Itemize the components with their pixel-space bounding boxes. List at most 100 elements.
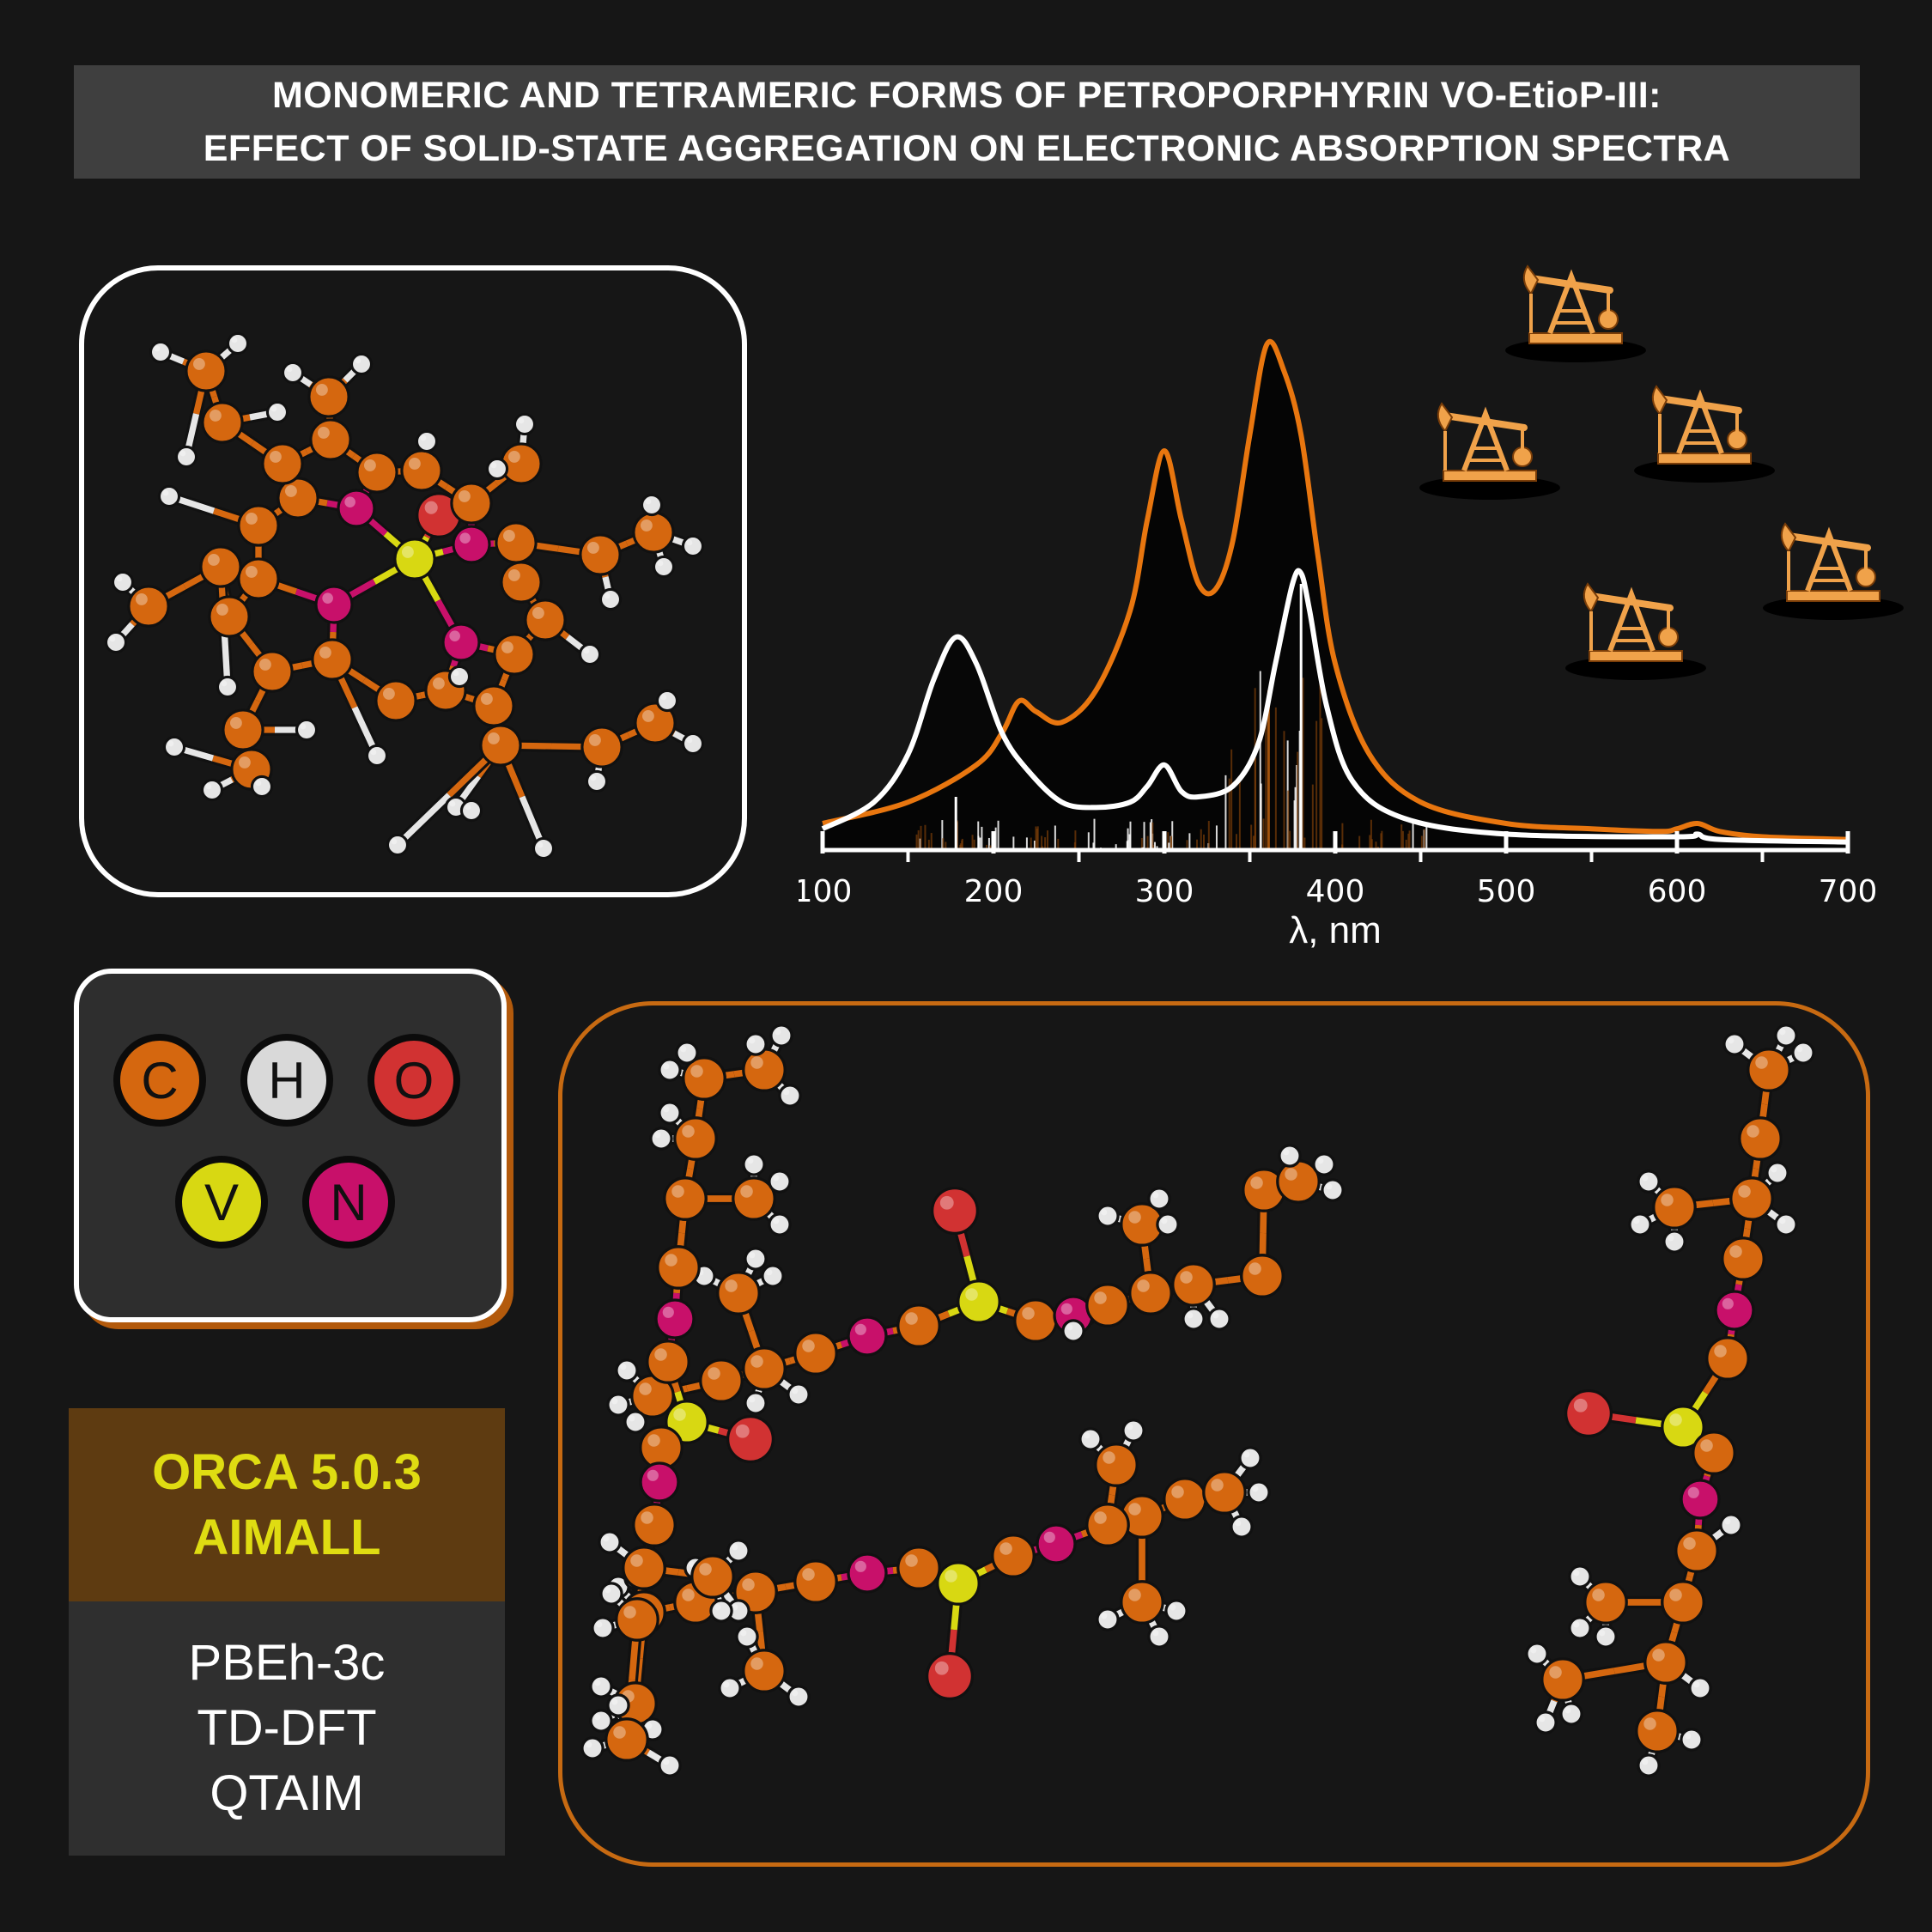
atom-c [742, 1346, 787, 1391]
atom-n [441, 623, 481, 662]
tetramer-panel [558, 1001, 1870, 1867]
atom-c [127, 585, 170, 628]
legend-symbol: O [393, 1051, 434, 1109]
atom-c [656, 1245, 701, 1290]
atom-c [634, 702, 677, 744]
legend-symbol: N [330, 1173, 368, 1231]
atom-o [930, 1186, 980, 1236]
atom-o [1564, 1388, 1613, 1438]
oil-pump-icons [1419, 264, 1904, 680]
legend-nitrogen: N [302, 1156, 395, 1249]
atom-h [744, 1391, 768, 1415]
legend-symbol: V [204, 1173, 240, 1231]
atom-h [658, 1101, 682, 1125]
x-tick-label: 500 [1477, 874, 1536, 909]
atom-h [580, 1736, 605, 1760]
atom-c [580, 726, 623, 769]
title-banner: MONOMERIC AND TETRAMERIC FORMS OF PETROP… [74, 65, 1860, 179]
atom-h [1321, 1178, 1345, 1202]
atom-c [646, 1340, 690, 1384]
atom-h [606, 1393, 630, 1417]
atom-c [355, 451, 398, 494]
atom-h [1791, 1041, 1815, 1065]
atom-c [1747, 1048, 1791, 1092]
atom-c [793, 1331, 838, 1376]
atom-h [1568, 1564, 1592, 1589]
atom-h [1096, 1204, 1120, 1228]
legend-carbon: C [113, 1034, 206, 1127]
atom-h [104, 630, 128, 654]
atom-c [632, 511, 675, 554]
atom-c [276, 477, 319, 519]
atom-c [185, 349, 228, 392]
atom-h [365, 744, 389, 768]
legend-oxygen: O [368, 1034, 460, 1127]
atom-c [1171, 1262, 1216, 1307]
atom-c [1738, 1116, 1783, 1161]
oil-pump-icon [1565, 582, 1706, 680]
atom-c [1540, 1657, 1585, 1702]
atom-h [640, 493, 664, 517]
atom-n [847, 1552, 888, 1594]
atom-h [200, 778, 224, 802]
title-line-1: MONOMERIC AND TETRAMERIC FORMS OF PETROP… [271, 75, 1662, 116]
atom-c [682, 1056, 726, 1101]
atom-c [208, 595, 251, 638]
atom-c [374, 679, 417, 722]
x-tick-label: 300 [1135, 874, 1194, 909]
atom-c [1635, 1709, 1680, 1753]
molecule [580, 1024, 1815, 1777]
atom-h [459, 799, 483, 823]
x-tick-label: 200 [964, 874, 1024, 909]
method-qtaim: QTAIM [210, 1765, 364, 1821]
atom-h [1628, 1212, 1652, 1236]
atom-h [1164, 1599, 1188, 1623]
atom-c [732, 1176, 776, 1221]
atom-n [1680, 1479, 1721, 1520]
atom-c [896, 1303, 941, 1348]
atom-o [925, 1651, 975, 1701]
atom-h [652, 555, 676, 579]
atom-h [655, 689, 679, 713]
atom-h [281, 361, 305, 385]
atom-c [991, 1534, 1036, 1578]
atom-h [649, 1127, 673, 1151]
oil-pump-icon [1419, 402, 1560, 500]
atom-v [393, 538, 436, 580]
atom-c [400, 449, 443, 492]
atom-h [1722, 1032, 1747, 1056]
atom-n [847, 1315, 888, 1357]
atom-h [768, 1170, 792, 1194]
atom-h [149, 340, 173, 364]
atom-c [1652, 1185, 1697, 1230]
spectrum-fill-0 [823, 341, 1848, 850]
atom-h [681, 534, 705, 558]
atom-h [787, 1382, 811, 1406]
atom-c [1094, 1443, 1139, 1487]
atom-h [1688, 1676, 1712, 1700]
atom-c [222, 708, 264, 751]
atom-n [639, 1461, 680, 1503]
atom-c [1240, 1254, 1285, 1298]
atom-h [598, 587, 623, 611]
atom-c [261, 442, 304, 485]
atom-n [1036, 1523, 1077, 1564]
atom-h [1238, 1446, 1262, 1470]
atom-h [658, 1058, 682, 1082]
atom-c [1085, 1503, 1130, 1547]
spectrum-fill-1 [823, 570, 1848, 850]
legend-hydrogen: H [240, 1034, 333, 1127]
atom-c [495, 521, 538, 564]
atom-c [1721, 1236, 1765, 1281]
atom-c [493, 633, 536, 676]
atom-h [735, 1625, 759, 1649]
atom-c [793, 1559, 838, 1604]
atom-h [744, 1247, 768, 1271]
atom-h [1230, 1515, 1254, 1539]
x-tick-label: 400 [1306, 874, 1365, 909]
atom-h [787, 1685, 811, 1709]
atom-h [1568, 1616, 1592, 1640]
x-axis: 100 200 300 400 500 600 700 [799, 831, 1877, 909]
atom-h [295, 718, 319, 742]
